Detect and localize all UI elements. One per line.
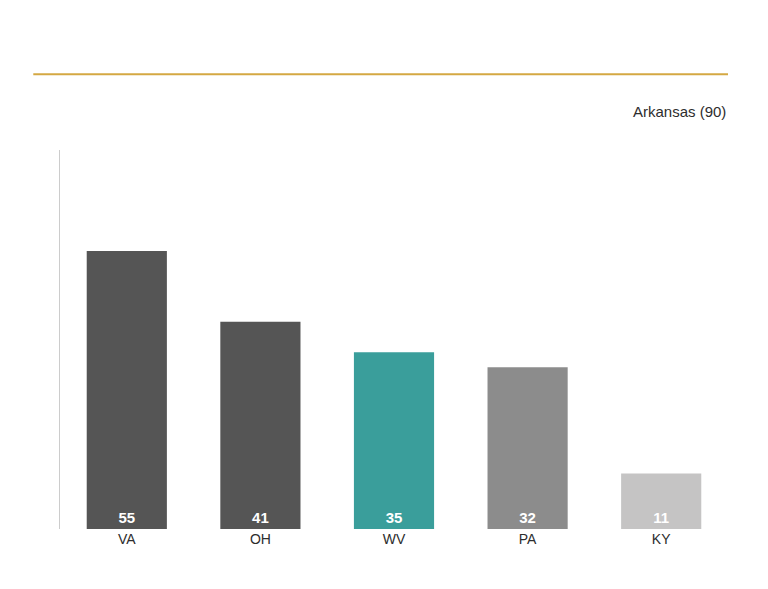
svg-text:11: 11 (653, 509, 669, 526)
svg-text:55: 55 (118, 509, 135, 526)
svg-text:41: 41 (252, 509, 269, 526)
svg-text:OH: OH (250, 531, 271, 547)
svg-text:Arkansas (90): Arkansas (90) (633, 103, 726, 120)
svg-text:VA: VA (118, 531, 136, 547)
svg-text:32: 32 (519, 509, 536, 526)
svg-text:WV: WV (383, 531, 406, 547)
svg-text:PA: PA (519, 531, 537, 547)
svg-text:35: 35 (386, 509, 403, 526)
svg-text:KY: KY (652, 531, 671, 547)
